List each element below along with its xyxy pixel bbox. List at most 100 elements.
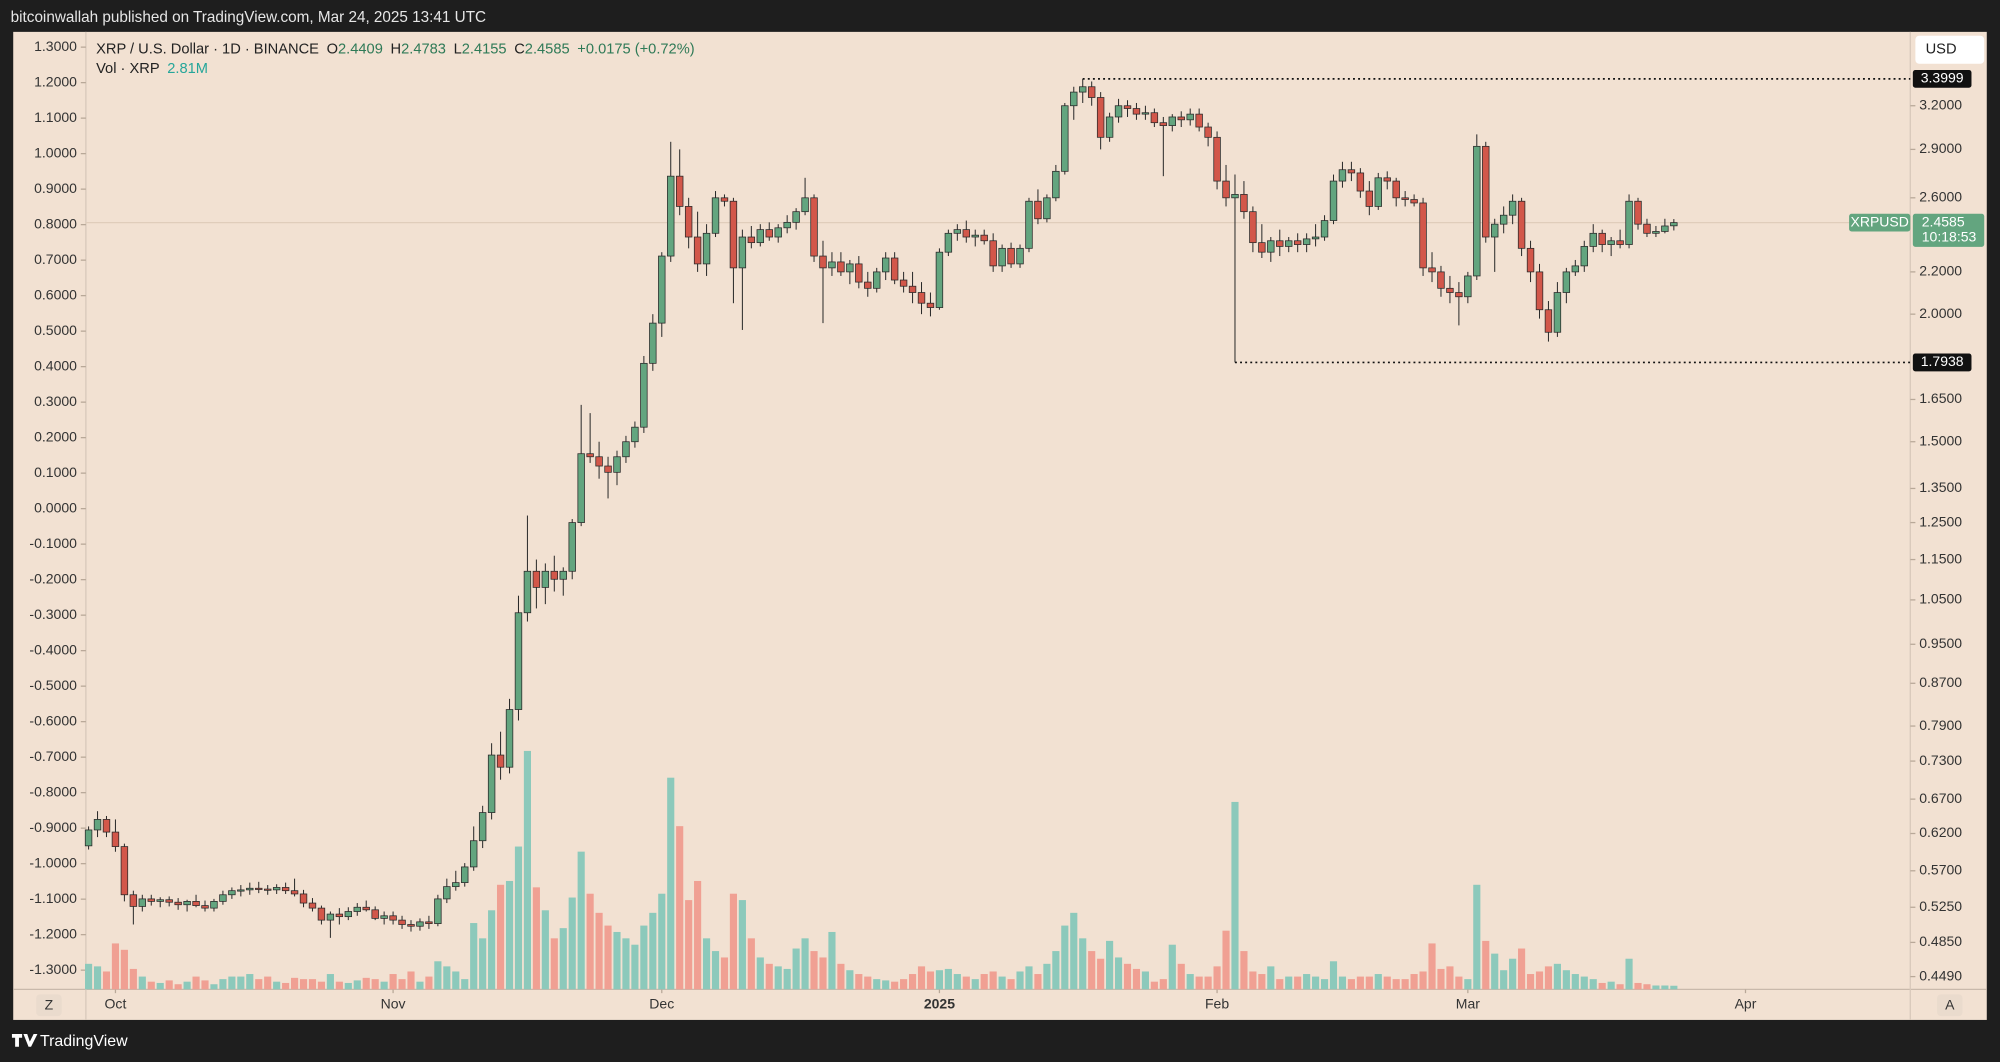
volume-bar	[1303, 974, 1311, 990]
volume-bar	[568, 897, 576, 990]
candle-body	[407, 924, 415, 927]
volume-bar	[273, 981, 281, 990]
volume-bar	[944, 968, 952, 990]
candle-body	[953, 229, 962, 234]
candle-body	[1132, 108, 1141, 115]
volume-bar	[389, 974, 397, 990]
candle-body	[1643, 223, 1651, 234]
volume-bar	[702, 938, 711, 990]
volume-bar	[1061, 925, 1069, 990]
candle-body	[1607, 240, 1615, 245]
volume-bar	[756, 957, 764, 990]
volume-bar	[676, 826, 684, 990]
candle-body	[550, 570, 559, 580]
candle-body	[443, 886, 451, 900]
volume-bar	[1294, 976, 1302, 990]
volume-bar	[1088, 951, 1096, 990]
candle-body	[1016, 247, 1024, 265]
volume-bar	[595, 912, 603, 990]
candle-body	[93, 819, 102, 831]
volume-bar	[685, 900, 693, 990]
y-tick-label: 0.4850	[1919, 933, 1962, 949]
candle-body	[631, 426, 639, 443]
candle-body	[541, 570, 550, 588]
volume-bar	[255, 979, 263, 990]
currency[interactable]: USD	[1926, 42, 1957, 58]
candle-body	[1240, 194, 1248, 213]
candle-body	[1598, 232, 1606, 245]
candle-body	[1437, 271, 1445, 289]
y2-tick-label: 0.1000	[34, 464, 77, 480]
candle-body	[1177, 116, 1185, 121]
candle-body	[461, 866, 469, 884]
volume-bar	[837, 963, 845, 990]
volume-bar	[828, 931, 836, 990]
y-tick-label: 2.9000	[1919, 140, 1962, 156]
y2-tick-label: 0.6000	[34, 286, 77, 302]
y-tick-label: 1.1500	[1919, 550, 1962, 566]
candle-body	[846, 263, 854, 273]
volume-bar	[819, 957, 827, 990]
button-box[interactable]	[36, 994, 62, 1017]
candle-body	[389, 915, 397, 921]
volume-bar	[371, 979, 379, 990]
range-label: 1.7938	[1921, 353, 1964, 369]
volume-bar	[622, 938, 630, 990]
button-label[interactable]: A	[1945, 997, 1955, 1013]
volume-bar	[640, 925, 648, 990]
candle-body	[774, 227, 782, 238]
candle-body	[711, 197, 720, 234]
volume-bar	[165, 980, 173, 990]
candle-body	[1383, 177, 1391, 182]
candle-body	[1410, 199, 1418, 204]
candle-body	[649, 322, 657, 364]
volume-bar	[1607, 981, 1615, 990]
volume-bar	[1168, 944, 1176, 990]
candle-body	[487, 754, 496, 813]
candle-body	[765, 229, 773, 238]
volume-bar	[1141, 971, 1149, 990]
candle-body	[317, 907, 326, 921]
volume-bar	[1195, 976, 1203, 990]
candle-body	[1213, 136, 1221, 182]
volume-bar	[138, 976, 146, 990]
button-label[interactable]: Z	[45, 997, 54, 1013]
candle-body	[1374, 177, 1382, 207]
volume-bar	[550, 938, 558, 990]
candle-body	[452, 882, 460, 888]
volume-bar	[1473, 884, 1481, 990]
candle-body	[783, 221, 791, 229]
button-box[interactable]	[1937, 994, 1963, 1017]
volume-bar	[1571, 974, 1579, 990]
y-tick-label: 0.5250	[1919, 898, 1962, 914]
candle-body	[693, 236, 702, 265]
volume-bar	[1240, 951, 1248, 990]
currency-box[interactable]	[1915, 35, 1985, 64]
volume-bar	[1356, 976, 1364, 990]
ohlc-label: L	[454, 42, 462, 58]
published-note: bitcoinwallah published on TradingView.c…	[11, 9, 486, 26]
candle-body	[801, 197, 809, 213]
volume-bar	[953, 974, 961, 990]
candle-body	[667, 175, 675, 257]
y2-tick-label: -0.5000	[29, 677, 77, 693]
volume-bar	[810, 951, 818, 990]
volume-bar	[1347, 979, 1355, 990]
candle-body	[622, 441, 630, 458]
volume-bar	[765, 963, 773, 990]
candle-body	[720, 197, 729, 202]
volume-bar	[282, 982, 290, 990]
title: XRP / U.S. Dollar · 1D · BINANCE	[96, 42, 319, 58]
chart-background	[13, 31, 1987, 1020]
volume-bar	[1222, 930, 1230, 990]
volume-bar	[711, 951, 720, 990]
y2-tick-label: 0.2000	[34, 428, 77, 444]
candle-body	[1204, 126, 1212, 138]
candle-body	[1652, 231, 1660, 234]
y2-tick-label: -0.2000	[29, 570, 77, 586]
volume-bar	[1526, 974, 1535, 990]
candle-body	[1061, 105, 1069, 172]
volume-bar	[729, 893, 737, 990]
candle-body	[1141, 112, 1150, 115]
volume-header: Vol · XRP 2.81M	[96, 61, 208, 77]
